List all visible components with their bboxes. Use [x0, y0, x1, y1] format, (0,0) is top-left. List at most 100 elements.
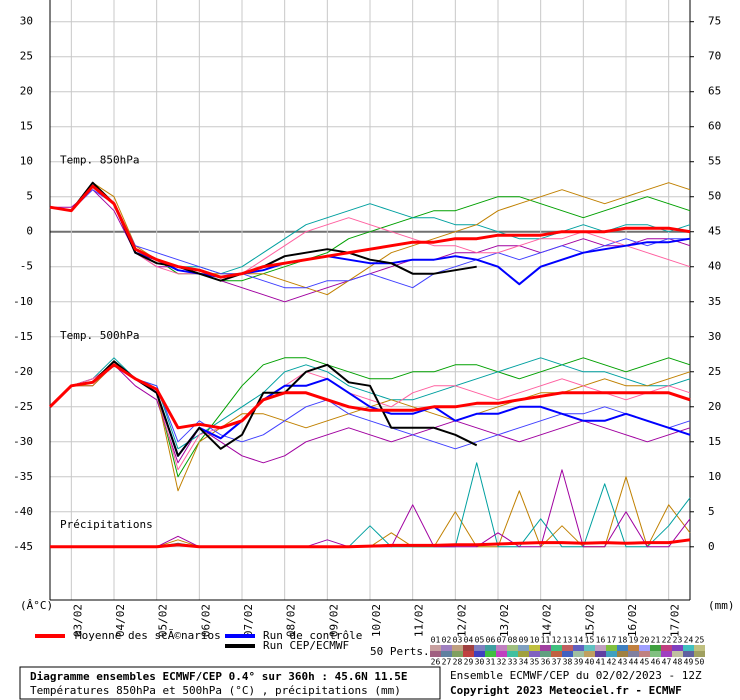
pert-label: 49: [684, 658, 694, 667]
pert-swatch: [430, 651, 441, 657]
caption-box: [19, 666, 441, 700]
y2-tick-label: 35: [708, 295, 721, 308]
x-tick-label: 10/02: [370, 604, 383, 637]
pert-label: 35: [530, 658, 540, 667]
x-tick-label: 15/02: [583, 604, 596, 637]
plot-area: [48, 0, 694, 601]
pert-swatch: [463, 651, 474, 657]
series-line: [49, 184, 691, 279]
pert-label: 27: [442, 658, 452, 667]
pert-swatch: [430, 645, 441, 651]
pert-swatch: [551, 645, 562, 651]
y2-tick-label: 5: [708, 505, 715, 518]
series-line: [48, 363, 691, 430]
pert-swatch: [441, 645, 452, 651]
pert-label: 03: [453, 636, 463, 645]
pert-swatch: [518, 651, 529, 657]
pert-label: 46: [651, 658, 661, 667]
pert-swatch: [595, 645, 606, 651]
pert-swatch: [474, 651, 485, 657]
series-line: [49, 360, 478, 457]
pert-label: 44: [629, 658, 639, 667]
pert-label: 38: [563, 658, 573, 667]
pert-label: 47: [662, 658, 672, 667]
pert-label: 45: [640, 658, 650, 667]
legend-label: Run CEP/ECMWF: [263, 639, 349, 652]
pert-swatch: [507, 645, 518, 651]
x-tick-label: 07/02: [242, 604, 255, 637]
series-line: [49, 364, 691, 450]
pert-swatch: [661, 645, 672, 651]
x-tick-label: 05/02: [157, 604, 170, 637]
pert-label: 21: [651, 636, 661, 645]
y-tick-label: -35: [13, 470, 33, 483]
pert-swatch: [639, 645, 650, 651]
pert-label: 30: [475, 658, 485, 667]
pert-label: 25: [695, 636, 705, 645]
pert-swatch: [595, 651, 606, 657]
x-tick-label: 16/02: [626, 604, 639, 637]
pert-label: 18: [618, 636, 628, 645]
pert-label: 36: [541, 658, 551, 667]
pert-swatch: [584, 645, 595, 651]
group-label: Temp. 850hPa: [60, 154, 139, 167]
x-tick-label: 14/02: [541, 604, 554, 637]
pert-label: 26: [431, 658, 441, 667]
pert-label: 04: [464, 636, 474, 645]
pert-swatch: [584, 651, 595, 657]
pert-swatch: [650, 651, 661, 657]
y-tick-label: 30: [20, 15, 33, 28]
pert-label: 13: [563, 636, 573, 645]
y2-tick-label: 20: [708, 400, 721, 413]
pert-swatch: [694, 645, 705, 651]
x-tick-label: 08/02: [285, 604, 298, 637]
pert-swatch: [507, 651, 518, 657]
pert-swatch: [628, 645, 639, 651]
y-tick-label: -25: [13, 400, 33, 413]
pert-label: 42: [607, 658, 617, 667]
pert-label: 10: [530, 636, 540, 645]
pert-swatch: [606, 645, 617, 651]
pert-swatch: [672, 645, 683, 651]
pert-swatch: [474, 645, 485, 651]
pert-label: 40: [585, 658, 595, 667]
pert-swatch: [617, 645, 628, 651]
y2-tick-label: 10: [708, 470, 721, 483]
y2-tick-label: 15: [708, 435, 721, 448]
y-tick-label: -30: [13, 435, 33, 448]
y2-tick-label: 45: [708, 225, 721, 238]
pert-swatch: [485, 645, 496, 651]
pert-label: 20: [640, 636, 650, 645]
pert-swatch: [562, 651, 573, 657]
pert-label: 09: [519, 636, 529, 645]
pert-swatch: [628, 651, 639, 657]
pert-label: 07: [497, 636, 507, 645]
pert-swatch: [485, 651, 496, 657]
pert-label: 17: [607, 636, 617, 645]
pert-swatch: [540, 645, 551, 651]
pert-label: 28: [453, 658, 463, 667]
y2-tick-label: 0: [708, 540, 715, 553]
pert-swatch: [518, 645, 529, 651]
pert-label: 22: [662, 636, 672, 645]
caption-title: Diagramme ensembles ECMWF/CEP 0.4° sur 3…: [30, 670, 408, 683]
pert-label: 14: [574, 636, 584, 645]
pert-swatch: [441, 651, 452, 657]
pert-label: 48: [673, 658, 683, 667]
pert-label: 50: [695, 658, 705, 667]
pert-label: 41: [596, 658, 606, 667]
pert-swatch: [452, 645, 463, 651]
pert-label: 39: [574, 658, 584, 667]
y-tick-label: -5: [20, 260, 33, 273]
y-tick-label: 15: [20, 120, 33, 133]
pert-swatch: [639, 651, 650, 657]
x-tick-label: 06/02: [199, 604, 212, 637]
pert-label: 32: [497, 658, 507, 667]
y2-tick-label: 40: [708, 260, 721, 273]
y2-tick-label: 60: [708, 120, 721, 133]
y-tick-label: -15: [13, 330, 33, 343]
pert-swatch: [573, 645, 584, 651]
group-label: Temp. 500hPa: [60, 329, 139, 342]
x-tick-label: 09/02: [327, 604, 340, 637]
